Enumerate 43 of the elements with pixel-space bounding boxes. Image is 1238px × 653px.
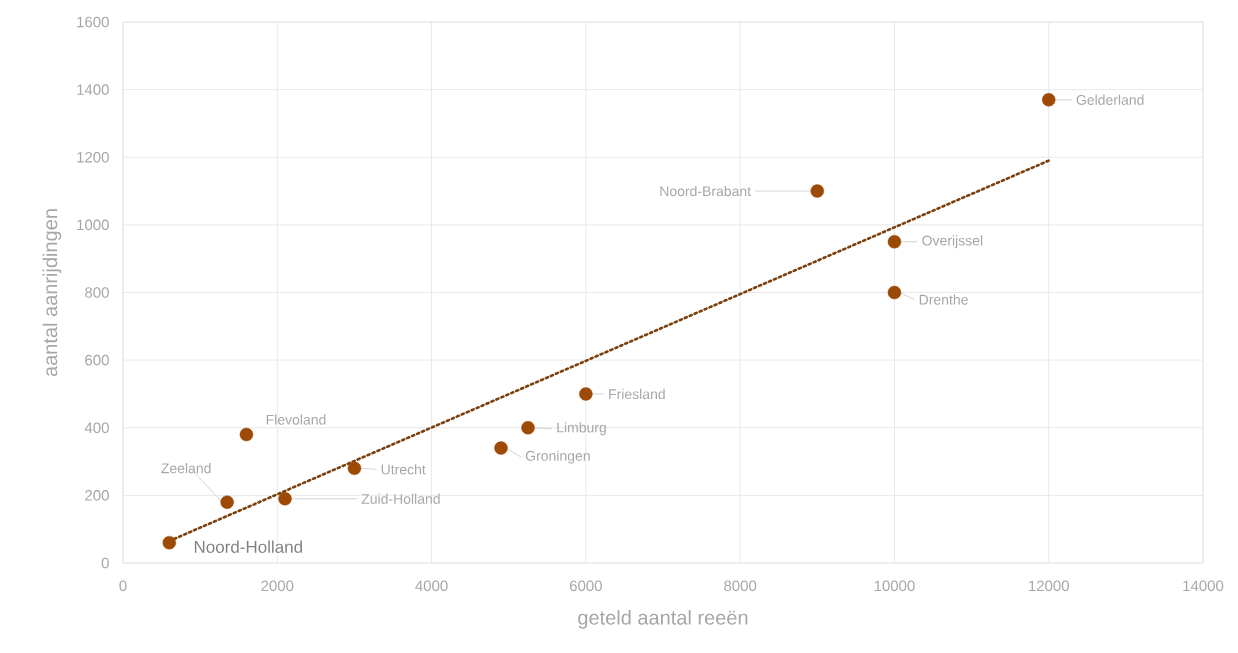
x-tick-label: 6000 xyxy=(569,580,602,592)
annotation: Drenthe xyxy=(919,294,968,305)
annotation: Overijssel xyxy=(922,235,983,249)
x-tick-label: 10000 xyxy=(874,580,915,592)
y-tick-label: 0 xyxy=(101,557,109,569)
annotation: Friesland xyxy=(609,388,665,400)
x-tick-label: 14000 xyxy=(1183,580,1224,592)
x-tick-label: 8000 xyxy=(724,580,757,592)
annotation: Noord-Brabant xyxy=(660,185,751,197)
point xyxy=(887,285,902,300)
point xyxy=(347,461,362,476)
y-tick-label: 1400 xyxy=(77,84,109,95)
annotation: Utrecht xyxy=(381,464,426,475)
x-tick-label: 12000 xyxy=(1029,580,1069,592)
y-tick-label: 600 xyxy=(85,354,109,366)
y-tick-label: 400 xyxy=(84,422,109,434)
y-tick-label: 200 xyxy=(85,490,109,501)
point xyxy=(579,387,593,401)
annotation: Zeeland xyxy=(161,462,211,474)
x-tick-label: 4000 xyxy=(415,580,448,592)
point xyxy=(810,184,824,198)
point xyxy=(220,495,234,509)
point xyxy=(494,441,508,455)
annotation: Limburg xyxy=(557,422,606,436)
point xyxy=(521,421,535,435)
annotation: Gelderland xyxy=(1076,94,1144,105)
x-tick-label: 2000 xyxy=(261,580,294,592)
point xyxy=(162,536,176,550)
point xyxy=(239,427,254,442)
y-tick-label: 1000 xyxy=(77,219,109,231)
x-axis-title: geteld aantal reeën xyxy=(578,610,748,629)
point xyxy=(1042,93,1056,107)
point xyxy=(887,235,902,249)
y-tick-label: 1200 xyxy=(77,151,109,163)
annotation: Flevoland xyxy=(266,414,326,425)
x-tick-label: 0 xyxy=(119,580,127,592)
annotation: Zuid-Holland xyxy=(361,493,440,504)
y-tick-label: 1600 xyxy=(77,16,109,28)
annotation: Noord-Holland xyxy=(194,540,302,553)
y-tick-label: 800 xyxy=(85,287,109,298)
point xyxy=(278,492,292,506)
annotation: Groningen xyxy=(525,450,590,464)
y-axis-title: aantal aanrijdingen xyxy=(42,209,62,377)
